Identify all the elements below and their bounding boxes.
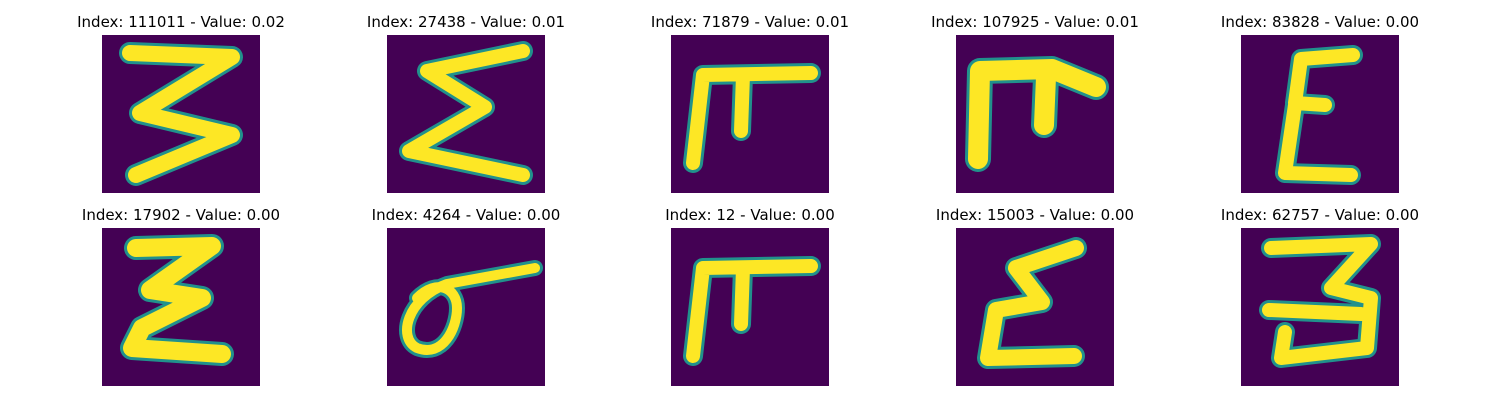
- glyph-xi-thick: [120, 234, 234, 366]
- panel-title: Index: 71879 - Value: 0.01: [650, 13, 850, 31]
- panel-title: Index: 15003 - Value: 0.00: [935, 206, 1135, 224]
- character-image: [387, 35, 545, 193]
- character-image: [671, 228, 829, 386]
- glyph-stroke: [1278, 48, 1360, 182]
- panel-title: Index: 107925 - Value: 0.01: [931, 13, 1139, 31]
- character-image: [1241, 35, 1399, 193]
- panel-title: Index: 111011 - Value: 0.02: [77, 13, 285, 31]
- character-image: [956, 35, 1114, 193]
- glyph-epsilon-wide: [977, 237, 1087, 369]
- glyph-pi-hook: [683, 63, 821, 173]
- glyph-edge: [683, 256, 821, 366]
- glyph-stroke: [1262, 237, 1378, 365]
- panel-title: Index: 17902 - Value: 0.00: [81, 206, 281, 224]
- glyph-epsilon: [1275, 45, 1363, 185]
- panel-title: Index: 62757 - Value: 0.00: [1220, 206, 1420, 224]
- glyph-stroke: [686, 66, 818, 170]
- character-image: [956, 228, 1114, 386]
- glyph-stroke: [402, 44, 530, 182]
- glyph-three-rounded: [1259, 234, 1381, 368]
- glyph-stroke: [123, 237, 231, 363]
- glyph-sigma-zigzag: [399, 41, 533, 185]
- panel-title: Index: 27438 - Value: 0.01: [366, 13, 566, 31]
- character-image: [1241, 228, 1399, 386]
- glyph-stroke: [122, 45, 240, 183]
- panel-title: Index: 4264 - Value: 0.00: [371, 206, 561, 224]
- character-image: [671, 35, 829, 193]
- character-image: [102, 35, 260, 193]
- glyph-stroke: [968, 59, 1106, 169]
- panel-title: Index: 12 - Value: 0.00: [665, 206, 835, 224]
- glyph-loop-stroke: [399, 260, 543, 358]
- glyph-stroke: [686, 259, 818, 363]
- character-image: [102, 228, 260, 386]
- glyph-three-zigzag: [119, 42, 243, 186]
- glyph-pi-hook: [683, 256, 821, 366]
- glyph-stroke: [402, 263, 540, 355]
- glyph-edge: [683, 63, 821, 173]
- panel-title: Index: 83828 - Value: 0.00: [1220, 13, 1420, 31]
- glyph-pi-hook-thick: [965, 56, 1109, 172]
- character-image: [387, 228, 545, 386]
- glyph-stroke: [980, 240, 1084, 366]
